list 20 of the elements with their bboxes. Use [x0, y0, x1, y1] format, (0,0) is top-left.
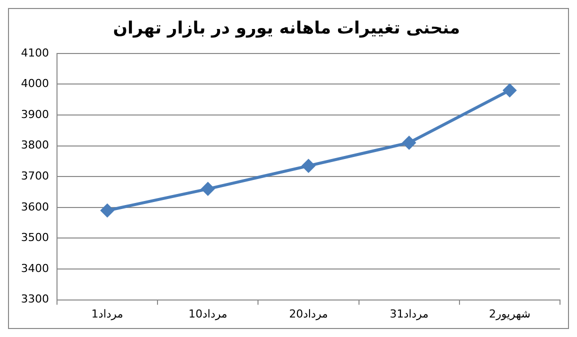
x-tick-label: 20مرداد	[289, 307, 328, 320]
point	[201, 182, 214, 196]
y-tick-label: 3500	[20, 231, 49, 244]
y-tick-label: 3600	[20, 200, 49, 214]
x-tick-label: 10مرداد	[188, 307, 228, 320]
y-tick-label: 3300	[20, 292, 49, 306]
y-tick-label: 3400	[20, 262, 49, 275]
point	[302, 159, 315, 172]
y-tick-label: 3900	[20, 108, 49, 121]
y-tick-label: 4100	[20, 46, 49, 60]
y-tick-label: 3800	[20, 138, 49, 152]
x-tick-label: 31مرداد	[390, 307, 429, 320]
chart-title: منحنی تغییرات ماهانه یورو در بازار تهران	[112, 18, 460, 39]
x-tick-label: 1مرداد	[91, 307, 124, 320]
y-tick-label: 4000	[20, 77, 49, 90]
point	[100, 204, 114, 217]
point	[402, 136, 416, 150]
y-tick-label: 3700	[20, 169, 49, 182]
x-tick-label: 2شهریور	[488, 307, 530, 320]
point	[503, 84, 516, 97]
